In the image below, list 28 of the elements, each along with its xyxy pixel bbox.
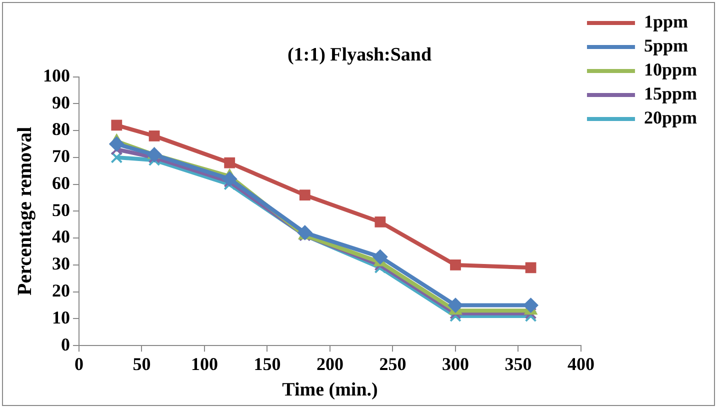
y-tick-label: 60 bbox=[52, 172, 70, 193]
x-tick-label: 400 bbox=[567, 354, 594, 374]
legend-label: 10ppm bbox=[644, 60, 698, 80]
y-tick-label: 10 bbox=[52, 307, 70, 328]
x-tick-label: 100 bbox=[190, 354, 218, 374]
x-tick-label: 150 bbox=[254, 354, 281, 374]
y-tick-label: 50 bbox=[52, 200, 70, 220]
y-tick-label: 40 bbox=[52, 226, 70, 247]
y-axis-title: Percentage removal bbox=[14, 126, 36, 296]
y-tick-label: 0 bbox=[61, 334, 70, 354]
legend-label: 1ppm bbox=[644, 12, 688, 32]
x-tick-label: 0 bbox=[74, 354, 84, 374]
y-tick-label: 30 bbox=[52, 254, 70, 274]
x-axis-title: Time (min.) bbox=[282, 380, 378, 401]
y-tick-label: 100 bbox=[43, 65, 70, 86]
legend-label: 15ppm bbox=[644, 84, 698, 104]
y-tick-label: 90 bbox=[52, 92, 70, 112]
x-tick-label: 250 bbox=[379, 354, 406, 374]
chart-title: (1:1) Flyash:Sand bbox=[287, 44, 432, 66]
x-tick-label: 50 bbox=[132, 354, 151, 374]
y-tick-label: 80 bbox=[52, 119, 70, 140]
legend-label: 5ppm bbox=[644, 36, 688, 56]
legend-label: 20ppm bbox=[644, 108, 698, 128]
x-tick-label: 350 bbox=[504, 354, 532, 374]
y-tick-label: 20 bbox=[52, 280, 70, 300]
x-tick-label: 300 bbox=[442, 354, 469, 374]
x-tick-label: 200 bbox=[316, 354, 344, 374]
y-tick-label: 70 bbox=[52, 146, 70, 166]
